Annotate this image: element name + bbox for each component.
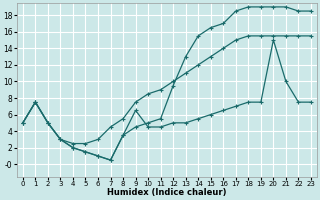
X-axis label: Humidex (Indice chaleur): Humidex (Indice chaleur) xyxy=(107,188,227,197)
